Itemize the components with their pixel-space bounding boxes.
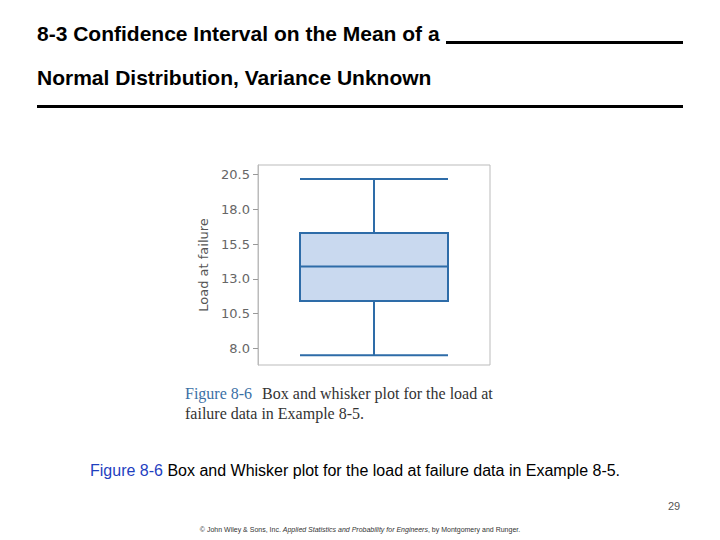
svg-text:8.0: 8.0 [229,341,250,356]
html-text:29: 29 [668,500,681,512]
svg-text:20.5: 20.5 [221,167,250,182]
svg-text:15.5: 15.5 [221,237,250,252]
html-text:Box and whisker plot for the l: Box and whisker plot for the load at fai… [185,385,493,422]
svg-text:10.5: 10.5 [221,306,250,321]
html-text:Figure 8-6 Box and Whisker plo: Figure 8-6 Box and Whisker plot for the … [90,462,621,479]
html-text:Figure 8-6: Figure 8-6 [185,385,253,402]
svg-text:18.0: 18.0 [221,202,250,217]
html-text:8-3 Confidence Interval on the: 8-3 Confidence Interval on the Mean of a [37,22,440,45]
html-text:© John Wiley & Sons, Inc. Appl: © John Wiley & Sons, Inc. Applied Statis… [199,526,521,533]
svg-text:Load at failure: Load at failure [196,218,211,312]
svg-text:13.0: 13.0 [221,271,250,286]
html-text:Normal Distribution, Variance: Normal Distribution, Variance Unknown [37,66,432,89]
